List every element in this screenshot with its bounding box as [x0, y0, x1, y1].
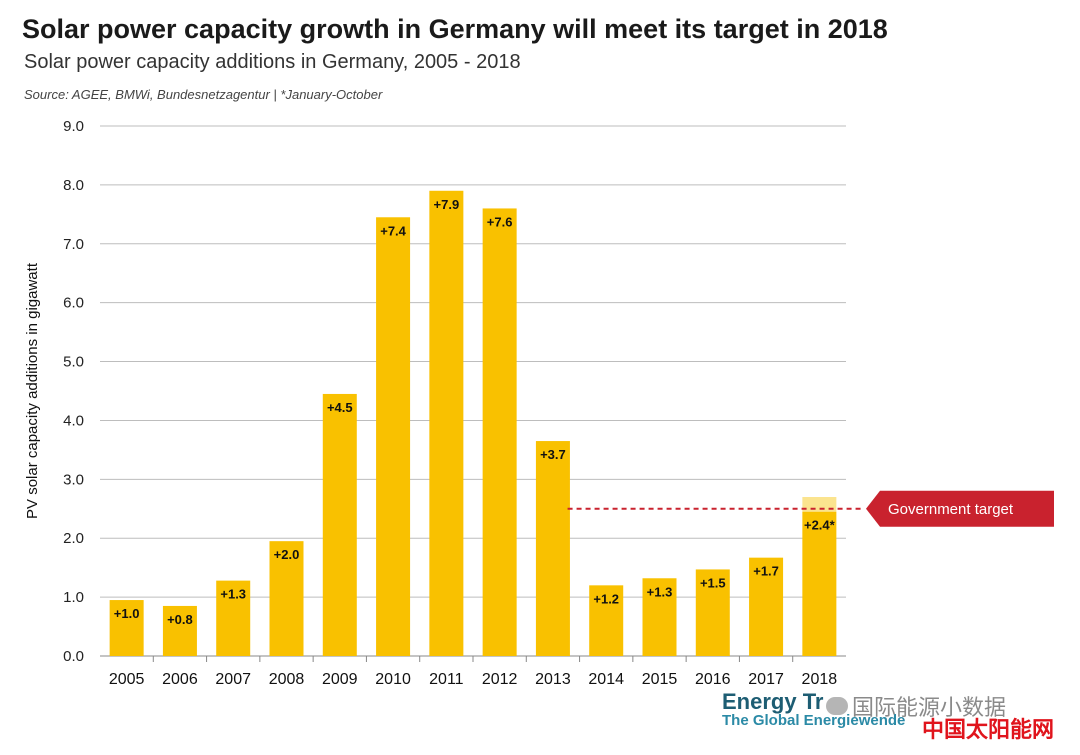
watermark-top: 国际能源小数据 [826, 690, 1006, 722]
data-label: +0.8 [167, 612, 193, 627]
x-tick-label: 2005 [109, 671, 145, 688]
data-label: +1.3 [220, 587, 246, 602]
x-tick-label: 2009 [322, 671, 358, 688]
y-tick-label: 3.0 [63, 471, 84, 488]
y-tick-label: 6.0 [63, 295, 84, 312]
data-label: +3.7 [540, 447, 566, 462]
logo-line-1: Energy Tr [722, 689, 824, 714]
bar [429, 190, 464, 656]
chart-source: Source: AGEE, BMWi, Bundesnetzagentur | … [24, 87, 383, 102]
bar [535, 441, 570, 656]
government-target-box [866, 490, 1054, 527]
watermark-bottom: 中国太阳能网 [922, 717, 1055, 742]
data-label: +1.2 [593, 591, 619, 606]
y-tick-label: 4.0 [63, 412, 84, 429]
bar [109, 600, 144, 656]
y-tick-label: 9.0 [63, 118, 84, 135]
logo-line-2: The Global Energiewende [722, 712, 906, 730]
bar [269, 541, 304, 656]
bar [322, 393, 357, 656]
bar [695, 569, 730, 656]
y-tick-label: 0.0 [63, 648, 84, 665]
bar [749, 557, 784, 656]
y-tick-label: 1.0 [63, 589, 84, 606]
x-tick-label: 2011 [429, 671, 464, 688]
y-axis-label: PV solar capacity additions in gigawatt [24, 262, 41, 519]
chart-subtitle: Solar power capacity additions in German… [24, 51, 521, 73]
data-label: +1.5 [700, 575, 726, 590]
x-tick-label: 2006 [162, 671, 198, 688]
y-tick-label: 5.0 [63, 354, 84, 371]
data-label: +7.6 [487, 214, 513, 229]
chart-title: Solar power capacity growth in Germany w… [22, 14, 888, 44]
x-tick-label: 2010 [375, 671, 411, 688]
government-target-label: Government target [888, 501, 1014, 518]
data-label: +1.3 [647, 584, 673, 599]
wechat-icon [826, 697, 848, 715]
data-label: +7.4 [380, 223, 406, 238]
bar [802, 511, 837, 656]
bar [162, 605, 197, 656]
bar [376, 217, 411, 656]
data-label: +2.0 [274, 547, 300, 562]
x-tick-label: 2018 [802, 671, 838, 688]
data-label: +1.0 [114, 606, 140, 621]
x-tick-label: 2007 [215, 671, 251, 688]
x-tick-label: 2013 [535, 671, 571, 688]
x-tick-label: 2017 [748, 671, 784, 688]
x-tick-label: 2015 [642, 671, 678, 688]
bar [642, 578, 677, 656]
bar [216, 580, 251, 656]
x-tick-label: 2012 [482, 671, 518, 688]
energy-transition-logo: Energy Tr The Global Energiewende [722, 690, 905, 729]
watermark-top-text: 国际能源小数据 [852, 695, 1007, 720]
y-tick-label: 7.0 [63, 236, 84, 253]
x-tick-label: 2008 [269, 671, 305, 688]
y-tick-label: 2.0 [63, 530, 84, 547]
x-tick-label: 2016 [695, 671, 731, 688]
y-tick-label: 8.0 [63, 177, 84, 194]
data-label: +4.5 [327, 400, 353, 415]
data-label: +1.7 [753, 564, 779, 579]
data-label: +7.9 [434, 197, 460, 212]
x-tick-label: 2014 [588, 671, 624, 688]
bar [482, 208, 517, 656]
data-label: +2.4* [804, 518, 836, 533]
bar [589, 585, 624, 656]
